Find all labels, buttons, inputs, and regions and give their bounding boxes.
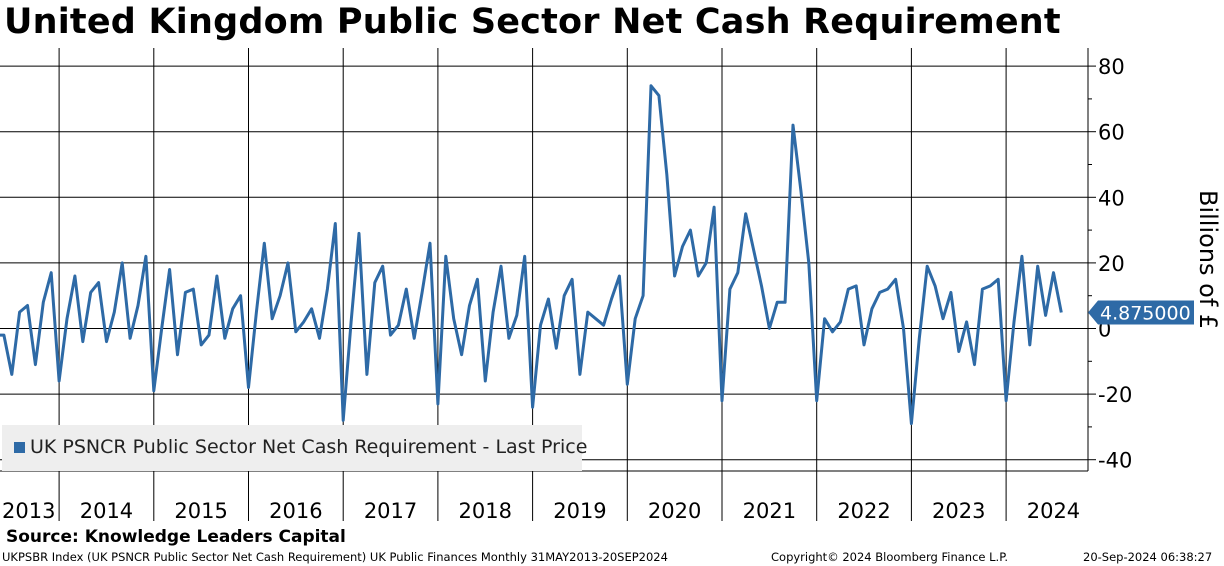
source-credit: Source: Knowledge Leaders Capital [6,527,346,547]
x-tick-label: 2022 [837,499,890,523]
legend-swatch [14,442,25,453]
y-tick-label: -20 [1098,383,1132,407]
y-tick-label: 80 [1098,55,1125,79]
x-tick-label: 2021 [743,499,796,523]
x-tick-label: 2019 [553,499,606,523]
y-axis-label: Billions of £ [1194,190,1222,329]
y-tick-label: 40 [1098,186,1125,210]
x-tick-label: 2024 [1027,499,1080,523]
last-price-value: 4.875000 [1100,303,1191,325]
footer-copyright: Copyright© 2024 Bloomberg Finance L.P. [771,550,1008,564]
x-tick-label: 2016 [269,499,322,523]
chart-title: United Kingdom Public Sector Net Cash Re… [4,2,1061,42]
x-tick-label: 2015 [174,499,227,523]
series-line-group [0,84,1063,426]
footer-timestamp: 20-Sep-2024 06:38:27 [1083,550,1213,564]
x-axis: 2013 2014 2015 2016 2017 2018 2019 2020 2021 2022… [2,471,1080,523]
y-tick-label: 60 [1098,121,1125,145]
legend: UK PSNCR Public Sector Net Cash Requirem… [2,425,587,471]
x-tick-label: 2020 [648,499,701,523]
y-tick-label: -40 [1098,449,1132,473]
x-tick-label: 2023 [932,499,985,523]
grid-lines [0,48,1088,472]
series-line [0,84,1063,426]
legend-label: UK PSNCR Public Sector Net Cash Requirem… [30,436,588,458]
x-tick-label: 2017 [364,499,417,523]
last-price-marker: 4.875000 [1088,300,1194,325]
last-price-badge [1088,300,1194,325]
x-tick-label: 2013 [2,499,55,523]
y-tick-label: 20 [1098,252,1125,276]
x-tick-label: 2014 [80,499,133,523]
x-tick-label: 2018 [459,499,512,523]
footer-index-info: UKPSBR Index (UK PSNCR Public Sector Net… [2,550,668,564]
